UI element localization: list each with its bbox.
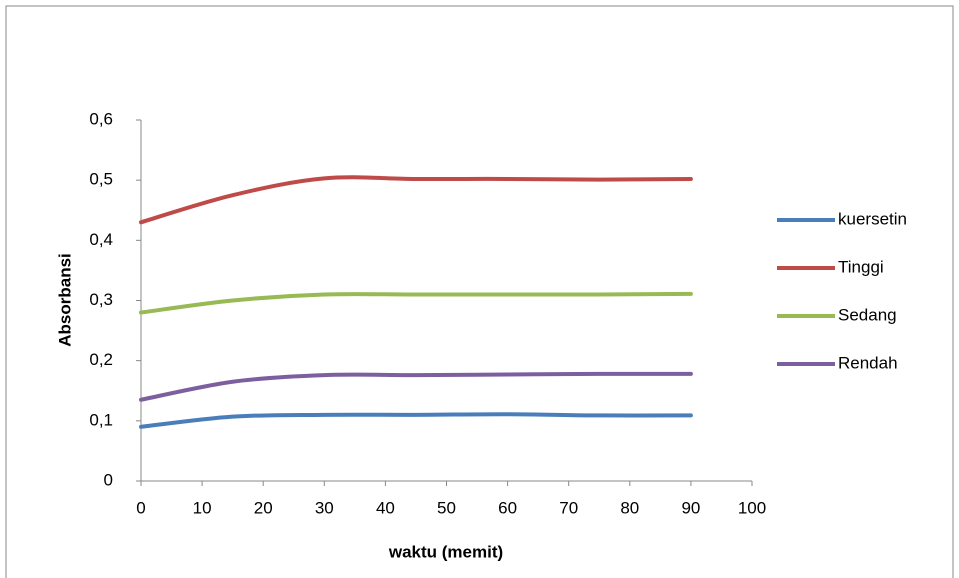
y-tick-label: 0 bbox=[104, 470, 113, 489]
y-tick-label: 0,2 bbox=[89, 350, 113, 369]
legend-label: Rendah bbox=[838, 353, 898, 372]
series-line bbox=[139, 291, 693, 315]
chart-frame bbox=[5, 5, 954, 578]
x-tick-label: 90 bbox=[681, 498, 700, 517]
x-axis-label: waktu (memit) bbox=[388, 542, 503, 561]
x-tick-label: 40 bbox=[376, 498, 395, 517]
series-line bbox=[139, 412, 693, 429]
x-tick-label: 50 bbox=[437, 498, 456, 517]
x-tick-label: 10 bbox=[193, 498, 212, 517]
x-tick-label: 30 bbox=[315, 498, 334, 517]
y-tick-label: 0,4 bbox=[89, 230, 113, 249]
y-tick-label: 0,3 bbox=[89, 290, 113, 309]
legend-label: Sedang bbox=[838, 305, 897, 324]
y-tick-label: 0,5 bbox=[89, 170, 113, 189]
series-line bbox=[139, 175, 693, 225]
x-tick-label: 20 bbox=[254, 498, 273, 517]
x-tick-label: 100 bbox=[738, 498, 766, 517]
x-tick-label: 60 bbox=[498, 498, 517, 517]
x-tick-label: 80 bbox=[620, 498, 639, 517]
x-tick-label: 70 bbox=[559, 498, 578, 517]
y-tick-label: 0,6 bbox=[89, 109, 113, 128]
series-line bbox=[139, 371, 693, 402]
legend-label: Tinggi bbox=[838, 257, 884, 276]
x-tick-label: 0 bbox=[136, 498, 145, 517]
legend-label: kuersetin bbox=[838, 209, 907, 228]
y-axis-label: Absorbansi bbox=[55, 253, 74, 347]
y-tick-label: 0,1 bbox=[89, 410, 113, 429]
